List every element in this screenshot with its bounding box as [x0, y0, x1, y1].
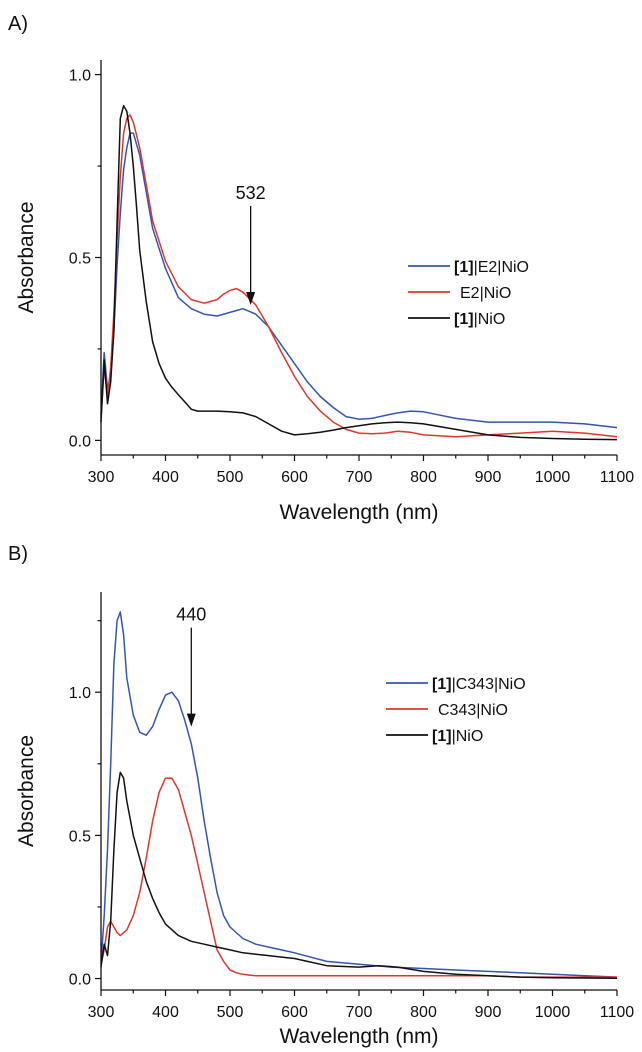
x-tick-label: 600: [281, 1004, 308, 1021]
y-tick-label: 0.5: [69, 251, 91, 268]
series-line-1: [100, 114, 618, 438]
x-tick-label: 300: [88, 1004, 115, 1021]
legend-label: C343|NiO: [438, 702, 508, 719]
x-axis-title: Wavelength (nm): [279, 501, 438, 524]
peak-annotation-label: 440: [176, 605, 206, 625]
chart-panel-a: A) 300 400 500 600 700 800 900 1000 1100 0.0 0.5 1.0…: [8, 13, 634, 524]
panel-label: B): [8, 543, 28, 565]
legend-label-rest: |C343|NiO: [452, 676, 526, 693]
y-axis-title: Absorbance: [15, 201, 38, 313]
legend-entry: C343|NiO: [386, 702, 508, 719]
legend-label: E2|NiO: [460, 285, 511, 302]
x-tick-label: 800: [410, 469, 437, 486]
y-axis-title: Absorbance: [15, 735, 38, 847]
y-tick-label: 0.0: [69, 972, 91, 989]
legend-label: [1]|NiO: [454, 311, 505, 328]
plot-area: [100, 104, 618, 441]
x-tick-label: 500: [217, 1004, 244, 1021]
series-line-2: [100, 771, 618, 980]
x-axis-title: Wavelength (nm): [279, 1025, 438, 1048]
x-tick-label: 1000: [535, 1004, 571, 1021]
legend-label-rest: |NiO: [452, 728, 484, 745]
legend-label-rest: C343|NiO: [438, 702, 508, 719]
legend-entry: [1]|NiO: [386, 728, 483, 745]
legend-entry: [1]|E2|NiO: [408, 259, 529, 276]
y-tick-label: 0.5: [69, 828, 91, 845]
legend-entry: E2|NiO: [408, 285, 511, 302]
series-line-2: [100, 104, 618, 441]
legend-label-rest: E2|NiO: [460, 285, 511, 302]
legend-entry: [1]|C343|NiO: [386, 676, 526, 693]
plot-area: [100, 611, 618, 980]
x-tick-label: 300: [88, 469, 115, 486]
legend-label-rest: |NiO: [474, 311, 506, 328]
x-tick-label: 1100: [600, 469, 635, 486]
peak-annotation-label: 532: [236, 183, 266, 203]
panel-label: A): [8, 13, 28, 35]
x-tick-label: 500: [217, 469, 244, 486]
x-tick-label: 400: [152, 469, 179, 486]
x-tick-label: 600: [281, 469, 308, 486]
y-tick-label: 1.0: [69, 68, 91, 85]
peak-arrow-head: [246, 292, 256, 306]
x-tick-label: 900: [475, 469, 502, 486]
legend-label-bold: [1]: [432, 676, 452, 693]
legend-label-bold: [1]: [432, 728, 452, 745]
legend-label-rest: |E2|NiO: [474, 259, 529, 276]
x-tick-label: 800: [410, 1004, 437, 1021]
series-line-0: [100, 132, 618, 429]
x-tick-label: 700: [346, 1004, 373, 1021]
series-line-0: [100, 611, 618, 978]
x-tick-label: 700: [346, 469, 373, 486]
series-line-1: [100, 777, 617, 978]
chart-panel-b: B) 300 400 500 600 700 800 900 1000 1100 0.0 0.5 1.0…: [8, 543, 634, 1048]
peak-arrow-head: [186, 713, 196, 727]
legend-entry: [1]|NiO: [408, 311, 505, 328]
legend-label: [1]|E2|NiO: [454, 259, 529, 276]
legend-label: [1]|C343|NiO: [432, 676, 526, 693]
x-tick-label: 400: [152, 1004, 179, 1021]
legend-label-bold: [1]: [454, 311, 474, 328]
x-tick-label: 900: [475, 1004, 502, 1021]
x-tick-label: 1000: [535, 469, 571, 486]
y-tick-label: 1.0: [69, 685, 91, 702]
legend-label: [1]|NiO: [432, 728, 483, 745]
legend-label-bold: [1]: [454, 259, 474, 276]
x-tick-label: 1100: [600, 1004, 635, 1021]
y-tick-label: 0.0: [69, 433, 91, 450]
